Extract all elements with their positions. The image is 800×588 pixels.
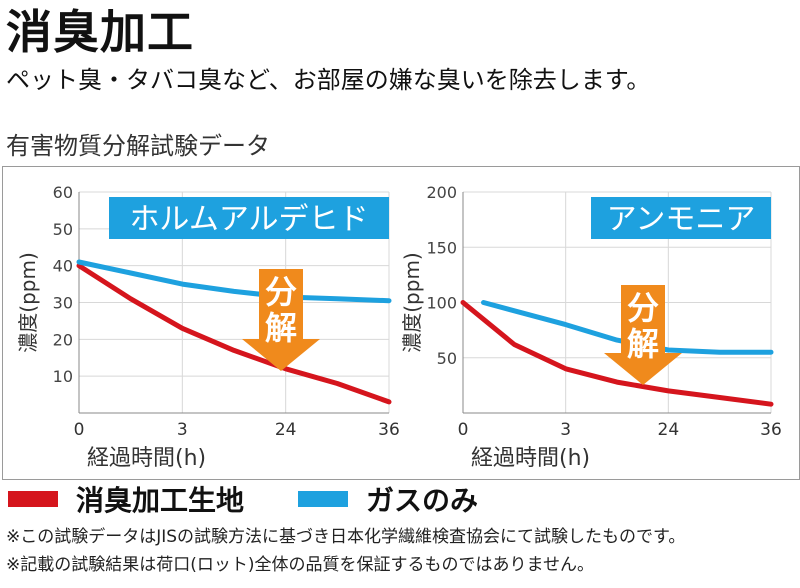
- legend-swatch-treated: [8, 491, 58, 507]
- y-axis-label-0: 濃度(ppm): [16, 252, 40, 352]
- x-tick-label-1-2: 24: [658, 420, 680, 440]
- series-line-0-0: [76, 263, 392, 405]
- x-tick-label-1-3: 36: [760, 420, 782, 440]
- substance-badge-1: [591, 197, 771, 239]
- x-tick-label-1-0: 0: [458, 420, 469, 440]
- footnote-disclaimer: ※記載の試験結果は荷口(ロット)全体の品質を保証するものではありません。: [6, 555, 594, 575]
- series-line-1-1: [481, 300, 774, 355]
- y-axis-label-1: 濃度(ppm): [400, 252, 424, 352]
- x-axis-label-0: 経過時間(h): [87, 446, 206, 471]
- footnote-test-method: ※この試験データはJISの試験方法に基づき日本化学繊維検査協会にて試験したもので…: [6, 527, 686, 547]
- x-axis-label-1: 経過時間(h): [471, 446, 590, 471]
- y-tick-label-0-2: 30: [53, 294, 73, 313]
- y-tick-label-1-2: 150: [426, 238, 457, 257]
- arrow-label-0-1: 解: [265, 309, 297, 347]
- y-tick-label-0-1: 20: [53, 330, 73, 349]
- page-title: 消臭加工: [6, 5, 194, 59]
- substance-badge-0: [109, 197, 389, 239]
- x-tick-label-0-1: 3: [177, 420, 188, 440]
- y-tick-label-1-1: 100: [426, 294, 457, 313]
- decompose-arrow-1: [604, 285, 682, 385]
- y-tick-label-1-3: 200: [426, 183, 457, 202]
- page-subtitle: ペット臭・タバコ臭など、お部屋の嫌な臭いを除去します。: [6, 66, 651, 94]
- y-tick-label-0-5: 60: [53, 183, 73, 202]
- legend-label-treated: 消臭加工生地: [76, 484, 245, 517]
- legend-swatch-gas-only: [298, 491, 348, 507]
- legend-item-gas-only: ガスのみ: [298, 480, 478, 518]
- y-tick-label-0-4: 50: [53, 220, 73, 239]
- series-line-1-0: [460, 300, 774, 407]
- section-title: 有害物質分解試験データ: [6, 132, 270, 160]
- arrow-label-1-1: 解: [627, 325, 659, 363]
- arrow-label-1-0: 分: [627, 289, 659, 327]
- substance-badge-label-0: ホルムアルデヒド: [129, 202, 368, 237]
- x-tick-label-1-1: 3: [560, 420, 571, 440]
- substance-badge-label-1: アンモニア: [607, 202, 756, 237]
- y-tick-label-1-0: 50: [437, 349, 457, 368]
- y-tick-label-0-3: 40: [53, 257, 73, 276]
- x-tick-label-0-2: 24: [275, 420, 297, 440]
- x-tick-label-0-3: 36: [378, 420, 400, 440]
- arrow-label-0-0: 分: [265, 273, 297, 311]
- chart-frame: 10 20 30 40 50 60 0 3 24 36 経過時間(h) 濃度(ppm) 分解ホルムアルデ…: [2, 166, 800, 480]
- legend-item-treated: 消臭加工生地: [8, 480, 244, 518]
- x-tick-label-0-0: 0: [74, 420, 85, 440]
- y-tick-label-0-0: 10: [53, 367, 73, 386]
- decompose-arrow-0: [242, 269, 320, 371]
- legend-label-gas-only: ガスのみ: [366, 484, 479, 517]
- series-line-0-1: [76, 259, 392, 304]
